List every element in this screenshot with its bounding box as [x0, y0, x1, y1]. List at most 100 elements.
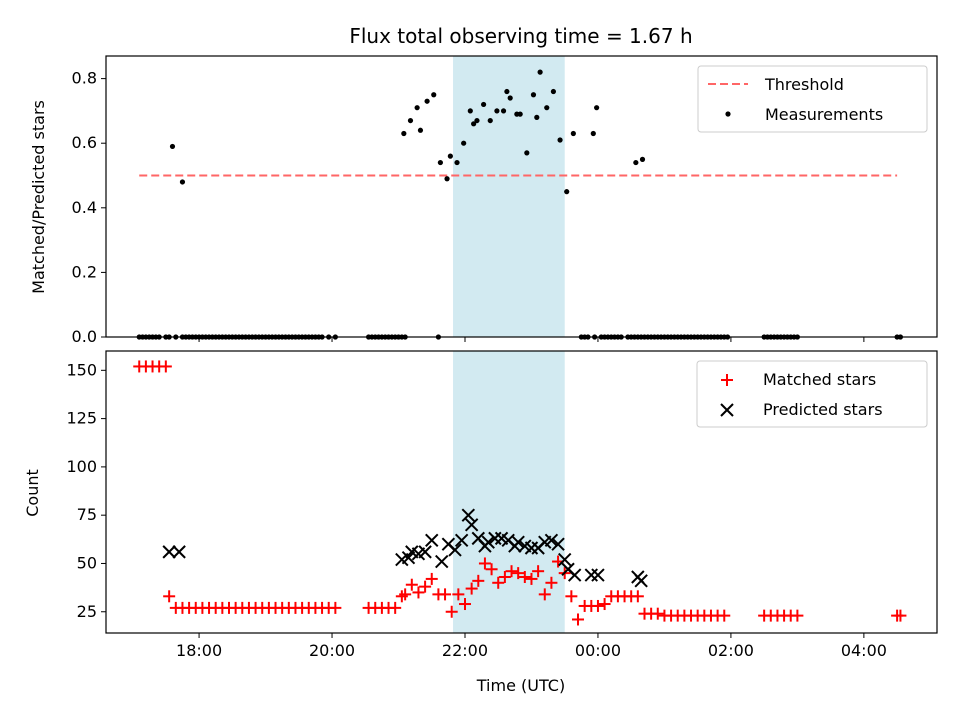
matched-star-point	[419, 580, 432, 593]
legend-measurements-swatch	[725, 111, 731, 117]
measurement-point	[544, 105, 550, 111]
matched-star-point	[518, 570, 531, 583]
bottom-legend: Matched stars Predicted stars	[696, 360, 928, 428]
measurement-point	[481, 101, 487, 108]
bottom-highlight-layer	[453, 351, 565, 633]
matched-star-point	[572, 613, 585, 626]
matched-star-point	[598, 598, 611, 611]
matched-star-point	[472, 574, 485, 587]
predicted-star-point	[425, 533, 439, 547]
predicted-star-point	[511, 535, 525, 549]
measurement-point	[437, 159, 443, 166]
measurement-point	[570, 130, 576, 137]
y-tick-label: 50	[77, 553, 97, 572]
measurement-point	[417, 127, 424, 133]
x-tick-label: 00:00	[575, 641, 621, 660]
predicted-star-point	[544, 533, 559, 547]
measurement-point	[537, 69, 543, 75]
bottom-legend-box	[696, 360, 928, 428]
predicted-star-point	[172, 545, 186, 559]
y-tick-label: 0.0	[72, 327, 97, 346]
measurement-point	[474, 117, 480, 124]
matched-star-point	[458, 598, 471, 611]
measurement-point	[494, 108, 500, 114]
matched-star-point	[445, 605, 458, 618]
matched-star-point	[512, 567, 525, 580]
top-y-axis-label: Matched/Predicted stars	[29, 100, 48, 294]
y-tick-label: 0.2	[72, 262, 97, 281]
predicted-star-point	[464, 518, 479, 532]
predicted-star-point	[591, 568, 605, 582]
measurement-point	[550, 88, 557, 95]
measurement-point	[524, 150, 530, 156]
matched-star-point	[631, 590, 644, 603]
top-legend: Threshold Measurements	[697, 65, 928, 133]
measurement-point	[179, 179, 186, 185]
matched-star-point	[718, 609, 731, 622]
measurement-point	[414, 105, 420, 111]
measurement-point	[401, 130, 407, 137]
legend-threshold-label: Threshold	[764, 75, 844, 94]
measurement-point	[504, 88, 510, 95]
measurement-point	[590, 130, 596, 137]
matched-star-point	[525, 572, 538, 585]
measurement-point	[447, 153, 453, 159]
observing-window-span	[453, 56, 565, 337]
matched-star-point	[498, 570, 511, 583]
matched-star-point	[329, 601, 342, 614]
measurement-point	[471, 121, 477, 127]
matched-star-point	[412, 586, 425, 599]
measurement-point	[633, 159, 639, 166]
bottom-data-layer	[133, 360, 907, 626]
x-tick-label: 04:00	[841, 641, 887, 660]
measurement-point	[530, 92, 537, 98]
x-axis-label: Time (UTC)	[476, 676, 565, 695]
y-tick-label: 0.4	[72, 198, 97, 217]
bottom-y-ticks: 25 50 75 100 125 150	[66, 360, 106, 621]
measurement-point	[507, 95, 513, 101]
matched-star-point	[565, 590, 578, 603]
measurement-point	[461, 140, 467, 146]
measurement-point	[564, 189, 570, 195]
predicted-star-point	[435, 554, 449, 569]
top-data-layer	[136, 69, 904, 340]
x-tick-label: 22:00	[442, 641, 488, 660]
matched-star-point	[452, 588, 465, 601]
measurement-point	[557, 137, 563, 143]
x-tick-label: 18:00	[176, 641, 222, 660]
matched-star-point	[651, 607, 664, 620]
legend-predicted-swatch	[720, 403, 734, 417]
measurement-point	[454, 159, 460, 166]
matched-star-point	[478, 557, 491, 570]
legend-matched-label: Matched stars	[763, 370, 876, 389]
predicted-star-point	[567, 568, 582, 582]
legend-matched-swatch	[721, 374, 733, 386]
matched-star-point	[465, 582, 478, 595]
predicted-star-point	[558, 552, 572, 567]
top-x-ticks	[198, 337, 865, 342]
measurement-point	[487, 117, 493, 124]
matched-star-point	[425, 572, 438, 585]
y-tick-label: 125	[66, 409, 97, 428]
chart-title: Flux total observing time = 1.67 h	[349, 24, 692, 48]
matched-star-point	[159, 360, 172, 373]
matched-star-point	[532, 565, 545, 578]
predicted-star-point	[454, 533, 469, 547]
measurement-point	[169, 143, 176, 150]
matched-star-point	[545, 576, 558, 589]
observing-window-span	[453, 351, 565, 633]
top-panel-frame	[105, 55, 938, 338]
matched-star-point	[894, 609, 907, 622]
x-tick-label: 20:00	[309, 641, 355, 660]
bottom-panel: 25 50 75 100 125 150 18:00 20:00 22:00 00:00 02:0…	[23, 350, 938, 695]
top-highlight-layer	[453, 56, 565, 337]
matched-star-point	[538, 588, 551, 601]
predicted-star-point	[461, 508, 476, 522]
matched-star-point	[791, 609, 804, 622]
predicted-star-point	[634, 574, 648, 588]
y-tick-label: 25	[77, 602, 97, 621]
top-y-ticks: 0.0 0.2 0.4 0.6 0.8	[72, 69, 106, 346]
x-tick-label: 02:00	[708, 641, 754, 660]
matched-star-point	[389, 601, 402, 614]
